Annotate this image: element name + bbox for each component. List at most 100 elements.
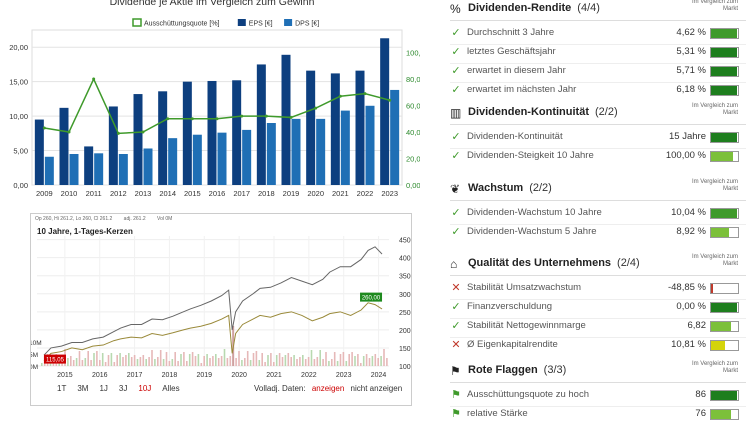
volume-bar [209, 358, 211, 366]
volume-bar [304, 359, 307, 366]
volume-bar [197, 354, 200, 366]
metric-label: Dividenden-Steigkeit 10 Jahre [467, 150, 594, 161]
flag-icon: ⚑ [451, 408, 461, 420]
check-icon: ✓ [451, 226, 461, 238]
year-tick: 2024 [371, 372, 387, 379]
metric-row[interactable]: ✓ Dividenden-Wachstum 5 Jahre 8,92 % [450, 225, 746, 242]
volume-bar [125, 355, 127, 366]
volume-bar [328, 361, 330, 366]
dps-bar [365, 105, 375, 185]
stock-price-chart[interactable]: 100 150 200 250 300 350 400 450 2015 2016 2017 2018… [30, 213, 412, 406]
y-tick-right: 100,00 [406, 49, 420, 58]
volume-bar [281, 357, 284, 366]
metric-value: 100,00 % [665, 150, 706, 161]
range-button-10j[interactable]: 10J [138, 384, 152, 393]
range-button-1j[interactable]: 1J [99, 384, 108, 393]
payout-ratio-point [264, 114, 268, 118]
market-compare-label: Im Vergleich zum Markt [691, 179, 738, 192]
volume-bar [154, 359, 156, 366]
volume-bar [348, 354, 350, 366]
metric-row[interactable]: ✓ Dividenden-Kontinuität 15 Jahre [450, 130, 746, 147]
volume-bar [380, 356, 382, 366]
volume-bar [386, 358, 388, 366]
svg-text:EPS [€]: EPS [€] [249, 21, 273, 28]
payout-ratio-point [388, 98, 392, 102]
metric-row[interactable]: ✓ erwartet im nächsten Jahr 6,18 % [450, 83, 746, 100]
range-button-3j[interactable]: 3J [118, 384, 128, 393]
eps-bar [133, 94, 143, 185]
metric-row[interactable]: ✓ Stabilität Nettogewinnmarge 6,82 [450, 319, 746, 336]
volume-bar [357, 354, 359, 366]
volume-bar [142, 355, 145, 366]
volume-bar [157, 357, 159, 366]
metric-label: erwartet in diesem Jahr [467, 65, 566, 76]
gauge-fill [711, 152, 733, 161]
metric-value: 0,00 % [676, 301, 706, 312]
range-selector: 1T 3M 1J 3J 10J Alles [57, 384, 180, 393]
check-icon: ✓ [451, 301, 461, 313]
metric-row[interactable]: ⚑ relative Stärke 76 [450, 407, 746, 421]
chart-title: Dividende je Aktie im Vergleich zum Gewi… [110, 0, 315, 8]
payout-ratio-point [314, 106, 318, 110]
volume-bar [139, 357, 142, 366]
legend-item[interactable]: Ausschüttungsquote [%] [132, 18, 220, 28]
volume-tick: 0M [31, 364, 38, 371]
payout-ratio-point [215, 117, 219, 121]
metric-row[interactable]: ✓ Finanzverschuldung 0,00 % [450, 300, 746, 317]
dps-bar [266, 123, 276, 185]
metric-label: Durchschnitt 3 Jahre [467, 27, 555, 38]
dps-bar [340, 110, 350, 185]
volume-bar [148, 357, 150, 366]
volume-bar [226, 358, 229, 366]
adjusted-data-toggle: Volladj. Daten: anzeigen nicht anzeigen [254, 384, 402, 393]
range-button-1t[interactable]: 1T [57, 384, 67, 393]
section-header: ⌂ Qualität des Unternehmens (2/4) Im Vergle… [440, 254, 750, 273]
price-tick: 300 [399, 292, 411, 299]
year-tick: 2017 [127, 372, 143, 379]
price-tick: 100 [399, 364, 411, 371]
eps-bar [256, 64, 266, 185]
metric-row[interactable]: ✓ Dividenden-Steigkeit 10 Jahre 100,00 % [450, 149, 746, 166]
metric-row[interactable]: ✕ Ø Eigenkapitalrendite 10,81 % [450, 338, 746, 355]
gauge-fill [711, 228, 729, 237]
metric-row[interactable]: ✕ Stabilität Umsatzwachstum -48,85 % [450, 281, 746, 298]
volume-bar [130, 357, 133, 366]
volume-bar [200, 363, 203, 366]
metric-value: 76 [695, 408, 706, 419]
year-tick: 2015 [57, 372, 73, 379]
show-adjusted-link[interactable]: anzeigen [311, 384, 345, 393]
volume-bar [78, 351, 81, 366]
payout-ratio-point [240, 114, 244, 118]
volume-bar [168, 361, 171, 366]
range-button-3m[interactable]: 3M [77, 384, 89, 393]
volume-bar [249, 360, 252, 366]
dps-bar [118, 154, 128, 185]
hide-adjusted-link[interactable]: nicht anzeigen [350, 384, 403, 393]
market-compare-gauge [710, 47, 739, 58]
check-icon: ✓ [451, 150, 461, 162]
volume-bar [258, 360, 261, 366]
y-tick-left: 15,00 [9, 78, 28, 87]
metric-row[interactable]: ✓ Dividenden-Wachstum 10 Jahre 10,04 % [450, 206, 746, 223]
flag-icon: ⚑ [450, 364, 461, 378]
volume-bar [191, 352, 194, 366]
legend-item[interactable]: DPS [€] [284, 19, 319, 28]
range-button-alles[interactable]: Alles [162, 384, 180, 393]
year-tick: 2016 [92, 372, 108, 379]
volume-bar [270, 353, 272, 366]
metric-row[interactable]: ⚑ Ausschüttungsquote zu hoch 86 [450, 388, 746, 405]
eps-bar [330, 73, 340, 185]
check-icon: ✓ [451, 84, 461, 96]
x-tick: 2016 [209, 189, 226, 198]
metric-row[interactable]: ✓ erwartet in diesem Jahr 5,71 % [450, 64, 746, 81]
svg-text:DPS [€]: DPS [€] [295, 21, 319, 28]
volume-bar [345, 361, 348, 366]
metric-value: 6,82 [687, 320, 707, 331]
legend-item[interactable]: EPS [€] [237, 19, 273, 28]
metric-row[interactable]: ✓ Durchschnitt 3 Jahre 4,62 % [450, 26, 746, 43]
metric-row[interactable]: ✓ letztes Geschäftsjahr 5,31 % [450, 45, 746, 62]
dps-bar [242, 129, 252, 185]
section-header: ▥ Dividenden-Kontinuität (2/2) Im Vergleich… [440, 103, 750, 122]
volume-bar [72, 360, 75, 366]
metric-value: -48,85 % [667, 282, 706, 293]
